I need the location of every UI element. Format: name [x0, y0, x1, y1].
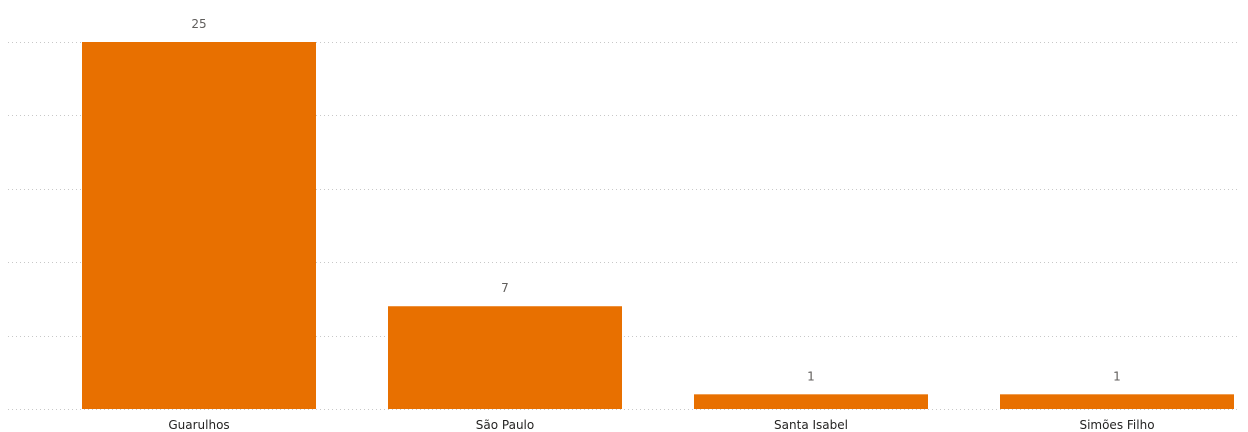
- data-label: 25: [191, 17, 206, 31]
- x-tick-label: Guarulhos: [168, 418, 229, 432]
- data-label: 1: [807, 369, 815, 383]
- bar[interactable]: [82, 42, 316, 409]
- bar[interactable]: [388, 306, 622, 409]
- bar[interactable]: [694, 394, 928, 409]
- x-tick-label: Santa Isabel: [774, 418, 848, 432]
- bar[interactable]: [1000, 394, 1234, 409]
- x-tick-label: Simões Filho: [1079, 418, 1154, 432]
- data-label: 1: [1113, 369, 1121, 383]
- data-label: 7: [501, 281, 509, 295]
- x-tick-label: São Paulo: [476, 418, 534, 432]
